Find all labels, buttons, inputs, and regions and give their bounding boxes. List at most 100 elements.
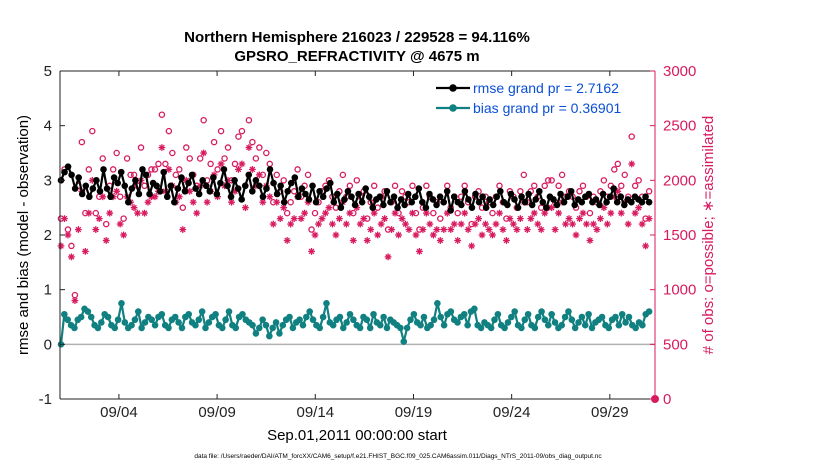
- y-axis-label-left: rmse and bias (model - observation): [15, 115, 32, 355]
- bias-point: [356, 324, 364, 332]
- bias-point: [410, 310, 418, 318]
- rmse-point: [376, 193, 384, 201]
- y-left-tick-label: 2: [44, 227, 52, 244]
- x-tick-label: 09/19: [395, 404, 433, 421]
- assimilated-obs-point: [74, 226, 82, 233]
- rmse-point: [256, 182, 263, 190]
- rmse-point: [284, 187, 292, 195]
- assimilated-obs-point: [471, 220, 479, 228]
- bias-point: [87, 313, 95, 321]
- data-marks: [57, 111, 659, 403]
- rmse-point: [220, 166, 228, 173]
- possible-obs-point: [409, 182, 416, 190]
- assimilated-obs-point: [586, 237, 594, 244]
- assimilated-obs-point: [165, 166, 173, 173]
- assimilated-obs-point: [179, 226, 187, 233]
- rmse-point: [93, 177, 100, 184]
- x-tick-label: 09/24: [493, 404, 531, 421]
- rmse-point: [351, 201, 359, 209]
- assimilated-obs-point: [290, 215, 298, 222]
- bias-point: [511, 308, 518, 315]
- bias-point: [407, 316, 414, 324]
- possible-obs-point: [391, 182, 399, 190]
- rmse-point: [606, 193, 614, 201]
- possible-obs-point: [113, 149, 120, 157]
- assimilated-obs-point: [61, 215, 68, 222]
- rmse-point: [468, 204, 476, 211]
- bias-point: [114, 316, 122, 324]
- rmse-point: [82, 182, 90, 190]
- rmse-point: [231, 177, 238, 184]
- plot-area: [60, 71, 655, 399]
- rmse-point: [461, 187, 469, 195]
- bias-point: [471, 305, 478, 313]
- assimilated-obs-point: [242, 204, 249, 212]
- assimilated-obs-point: [499, 226, 507, 233]
- possible-obs-point: [273, 171, 280, 179]
- possible-obs-point: [541, 182, 548, 190]
- possible-obs-point: [621, 171, 628, 179]
- assimilated-obs-point: [635, 204, 643, 212]
- assimilated-obs-point: [405, 226, 413, 233]
- legend-bias-label: bias grand pr = 0.36901: [473, 100, 621, 116]
- rmse-point: [426, 190, 433, 198]
- rmse-point: [475, 198, 483, 206]
- rmse-point: [188, 171, 196, 179]
- bias-point: [121, 319, 129, 326]
- assimilated-obs-point: [68, 253, 75, 261]
- rmse-point: [387, 198, 394, 206]
- assimilated-obs-point: [530, 209, 538, 217]
- assimilated-obs-point: [273, 198, 281, 206]
- possible-obs-point: [304, 171, 312, 179]
- rmse-point: [447, 207, 455, 214]
- possible-obs-point: [116, 193, 124, 200]
- y-right-tick-label: 2500: [663, 118, 696, 135]
- rmse-point: [277, 182, 284, 190]
- possible-obs-point: [151, 166, 159, 173]
- rmse-point: [344, 187, 352, 195]
- assimilated-obs-point: [92, 226, 100, 233]
- rmse-point: [160, 168, 168, 176]
- bias-point: [198, 308, 206, 315]
- legend-rmse-marker: [449, 84, 457, 92]
- rmse-point: [539, 198, 547, 206]
- assimilated-obs-point: [391, 209, 399, 217]
- assimilated-obs-point: [99, 193, 107, 201]
- assimilated-obs-point: [457, 220, 465, 228]
- assimilated-obs-point: [638, 220, 646, 228]
- assimilated-obs-point: [429, 231, 437, 239]
- assimilated-obs-point: [238, 160, 246, 168]
- bias-point: [575, 319, 582, 326]
- x-tick-label: 09/09: [198, 404, 236, 421]
- bias-point: [464, 321, 471, 329]
- bias-point: [518, 324, 525, 332]
- bias-point: [252, 330, 260, 337]
- rmse-point: [312, 198, 320, 206]
- bias-point: [366, 324, 374, 332]
- legend: rmse grand pr = 2.7162 bias grand pr = 0…: [430, 76, 652, 120]
- bias-point: [403, 324, 411, 332]
- possible-obs-point: [78, 138, 86, 146]
- assimilated-obs-point: [158, 144, 166, 151]
- possible-obs-point: [346, 182, 354, 190]
- bias-point: [551, 319, 559, 326]
- data-file-footer: data file: /Users/raeder/DAI/ATM_forcXX/…: [194, 453, 602, 460]
- rmse-point: [124, 198, 132, 206]
- rmse-point: [585, 190, 593, 198]
- rmse-point: [592, 196, 600, 203]
- rmse-point: [645, 198, 653, 206]
- rmse-point: [319, 193, 327, 201]
- possible-obs-point: [224, 144, 232, 151]
- assimilated-obs-point: [102, 237, 110, 244]
- rmse-point: [238, 196, 245, 203]
- assimilated-obs-point: [496, 209, 503, 217]
- axes: 09/04 09/09 09/14 09/19 09/24 09/29 -1 0 1 2 3 4 5 0 5…: [39, 63, 697, 421]
- y-left-tick-label: 0: [44, 336, 52, 353]
- rmse-point: [195, 190, 203, 198]
- possible-obs-point: [249, 138, 256, 146]
- bias-point: [588, 324, 596, 332]
- assimilated-obs-point: [555, 209, 563, 217]
- rmse-point: [355, 190, 362, 198]
- rmse-point: [199, 177, 206, 184]
- possible-obs-point: [127, 171, 134, 179]
